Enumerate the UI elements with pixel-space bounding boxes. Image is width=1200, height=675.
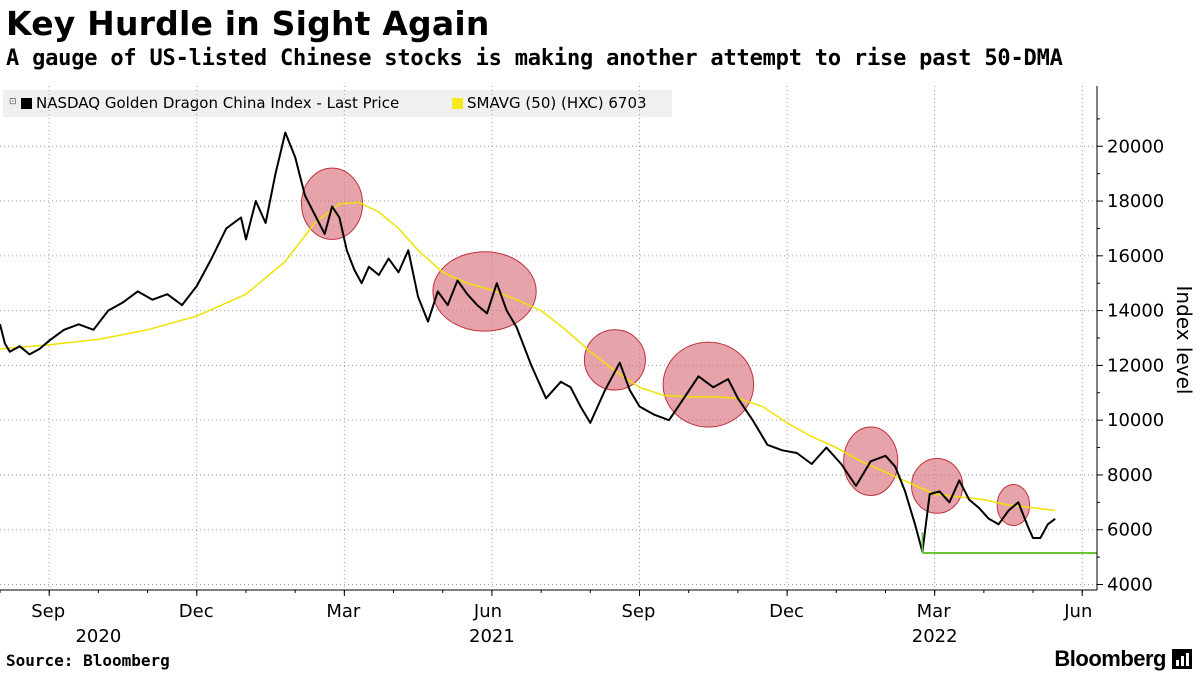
x-year-label: 2021: [469, 626, 515, 647]
x-tick-label: Jun: [1063, 601, 1092, 622]
legend: ⊡ NASDAQ Golden Dragon China Index - Las…: [3, 90, 672, 117]
legend-item-price[interactable]: NASDAQ Golden Dragon China Index - Last …: [21, 94, 399, 112]
legend-swatch-price: [21, 98, 32, 109]
source-note: Source: Bloomberg: [6, 651, 170, 670]
legend-item-smavg[interactable]: SMAVG (50) (HXC) 6703: [452, 94, 647, 112]
y-tick-label: 18000: [1107, 191, 1164, 212]
y-tick-label: 8000: [1107, 465, 1153, 486]
legend-swatch-smavg: [452, 98, 463, 109]
highlight-ellipse: [583, 329, 646, 391]
y-tick-label: 14000: [1107, 301, 1164, 322]
y-tick-label: 20000: [1107, 136, 1164, 157]
y-tick-label: 12000: [1107, 355, 1164, 376]
y-axis-label: Index level: [1172, 286, 1196, 395]
chart-title: Key Hurdle in Sight Again: [6, 4, 490, 43]
x-tick-label: Dec: [769, 601, 804, 622]
smavg-series-line: [0, 201, 1056, 512]
legend-label-smavg: SMAVG (50) (HXC) 6703: [467, 94, 647, 112]
y-tick-label: 6000: [1107, 520, 1153, 541]
x-tick-label: Mar: [326, 601, 361, 622]
legend-collapse-icon[interactable]: ⊡: [9, 97, 17, 107]
x-year-label: 2020: [75, 626, 121, 647]
highlight-ellipse: [911, 458, 964, 514]
bloomberg-terminal-icon: [1172, 649, 1192, 669]
x-tick-label: Jun: [473, 601, 502, 622]
highlight-ellipse: [432, 251, 537, 332]
price-series-line: [0, 131, 1056, 553]
legend-label-price: NASDAQ Golden Dragon China Index - Last …: [36, 94, 400, 112]
x-tick-label: Sep: [31, 601, 65, 622]
y-tick-label: 4000: [1107, 575, 1153, 596]
y-tick-label: 10000: [1107, 410, 1164, 431]
chart-subtitle: A gauge of US-listed Chinese stocks is m…: [6, 46, 1063, 71]
x-tick-label: Mar: [917, 601, 952, 622]
brand-logo: Bloomberg: [1054, 646, 1166, 671]
x-tick-label: Dec: [179, 601, 214, 622]
y-tick-label: 16000: [1107, 246, 1164, 267]
x-tick-label: Sep: [622, 601, 656, 622]
x-year-label: 2022: [912, 626, 958, 647]
